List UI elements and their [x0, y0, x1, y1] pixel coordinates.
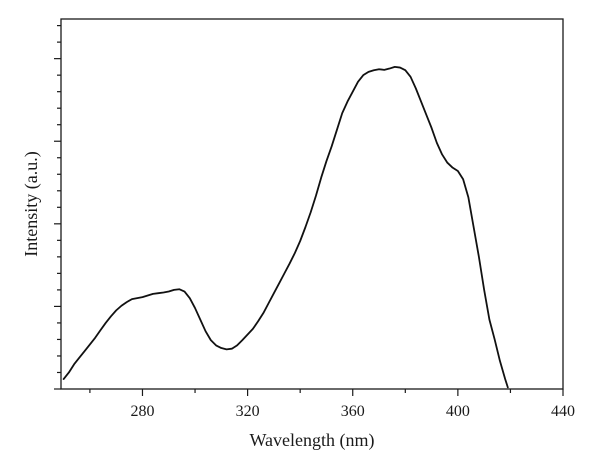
y-axis-title: Intensity (a.u.) — [21, 151, 42, 256]
x-tick-label: 320 — [236, 403, 260, 420]
x-axis-tick-labels: 280 320 360 400 440 — [130, 403, 575, 420]
spectrum-line — [62, 66, 509, 389]
x-axis-ticks — [89, 389, 564, 396]
x-axis-title: Wavelength (nm) — [249, 430, 374, 451]
series-layer — [62, 66, 509, 389]
x-tick-label: 400 — [446, 403, 470, 420]
y-axis-ticks — [54, 25, 61, 390]
x-tick-label: 360 — [341, 403, 365, 420]
x-tick-label: 280 — [130, 403, 154, 420]
plot-frame — [60, 18, 564, 390]
x-tick-label: 440 — [551, 403, 575, 420]
